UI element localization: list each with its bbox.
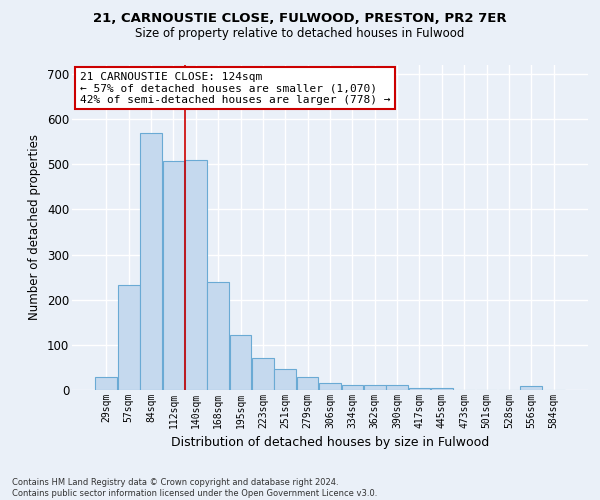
Bar: [185, 160, 206, 390]
Bar: [140, 132, 162, 390]
Bar: [208, 282, 229, 390]
Bar: [319, 383, 341, 390]
Bar: [364, 386, 386, 390]
Text: 21 CARNOUSTIE CLOSE: 124sqm
← 57% of detached houses are smaller (1,070)
42% of : 21 CARNOUSTIE CLOSE: 124sqm ← 57% of det…: [80, 72, 390, 104]
Bar: [341, 386, 363, 390]
Bar: [230, 335, 251, 390]
Y-axis label: Number of detached properties: Number of detached properties: [28, 134, 41, 320]
X-axis label: Distribution of detached houses by size in Fulwood: Distribution of detached houses by size …: [171, 436, 489, 450]
Bar: [386, 386, 408, 390]
Bar: [95, 378, 117, 390]
Bar: [520, 386, 542, 390]
Bar: [163, 160, 184, 390]
Text: Size of property relative to detached houses in Fulwood: Size of property relative to detached ho…: [136, 28, 464, 40]
Bar: [431, 388, 452, 390]
Bar: [409, 388, 430, 390]
Bar: [297, 378, 319, 390]
Text: Contains HM Land Registry data © Crown copyright and database right 2024.
Contai: Contains HM Land Registry data © Crown c…: [12, 478, 377, 498]
Bar: [274, 369, 296, 390]
Text: 21, CARNOUSTIE CLOSE, FULWOOD, PRESTON, PR2 7ER: 21, CARNOUSTIE CLOSE, FULWOOD, PRESTON, …: [93, 12, 507, 26]
Bar: [118, 286, 140, 390]
Bar: [252, 358, 274, 390]
